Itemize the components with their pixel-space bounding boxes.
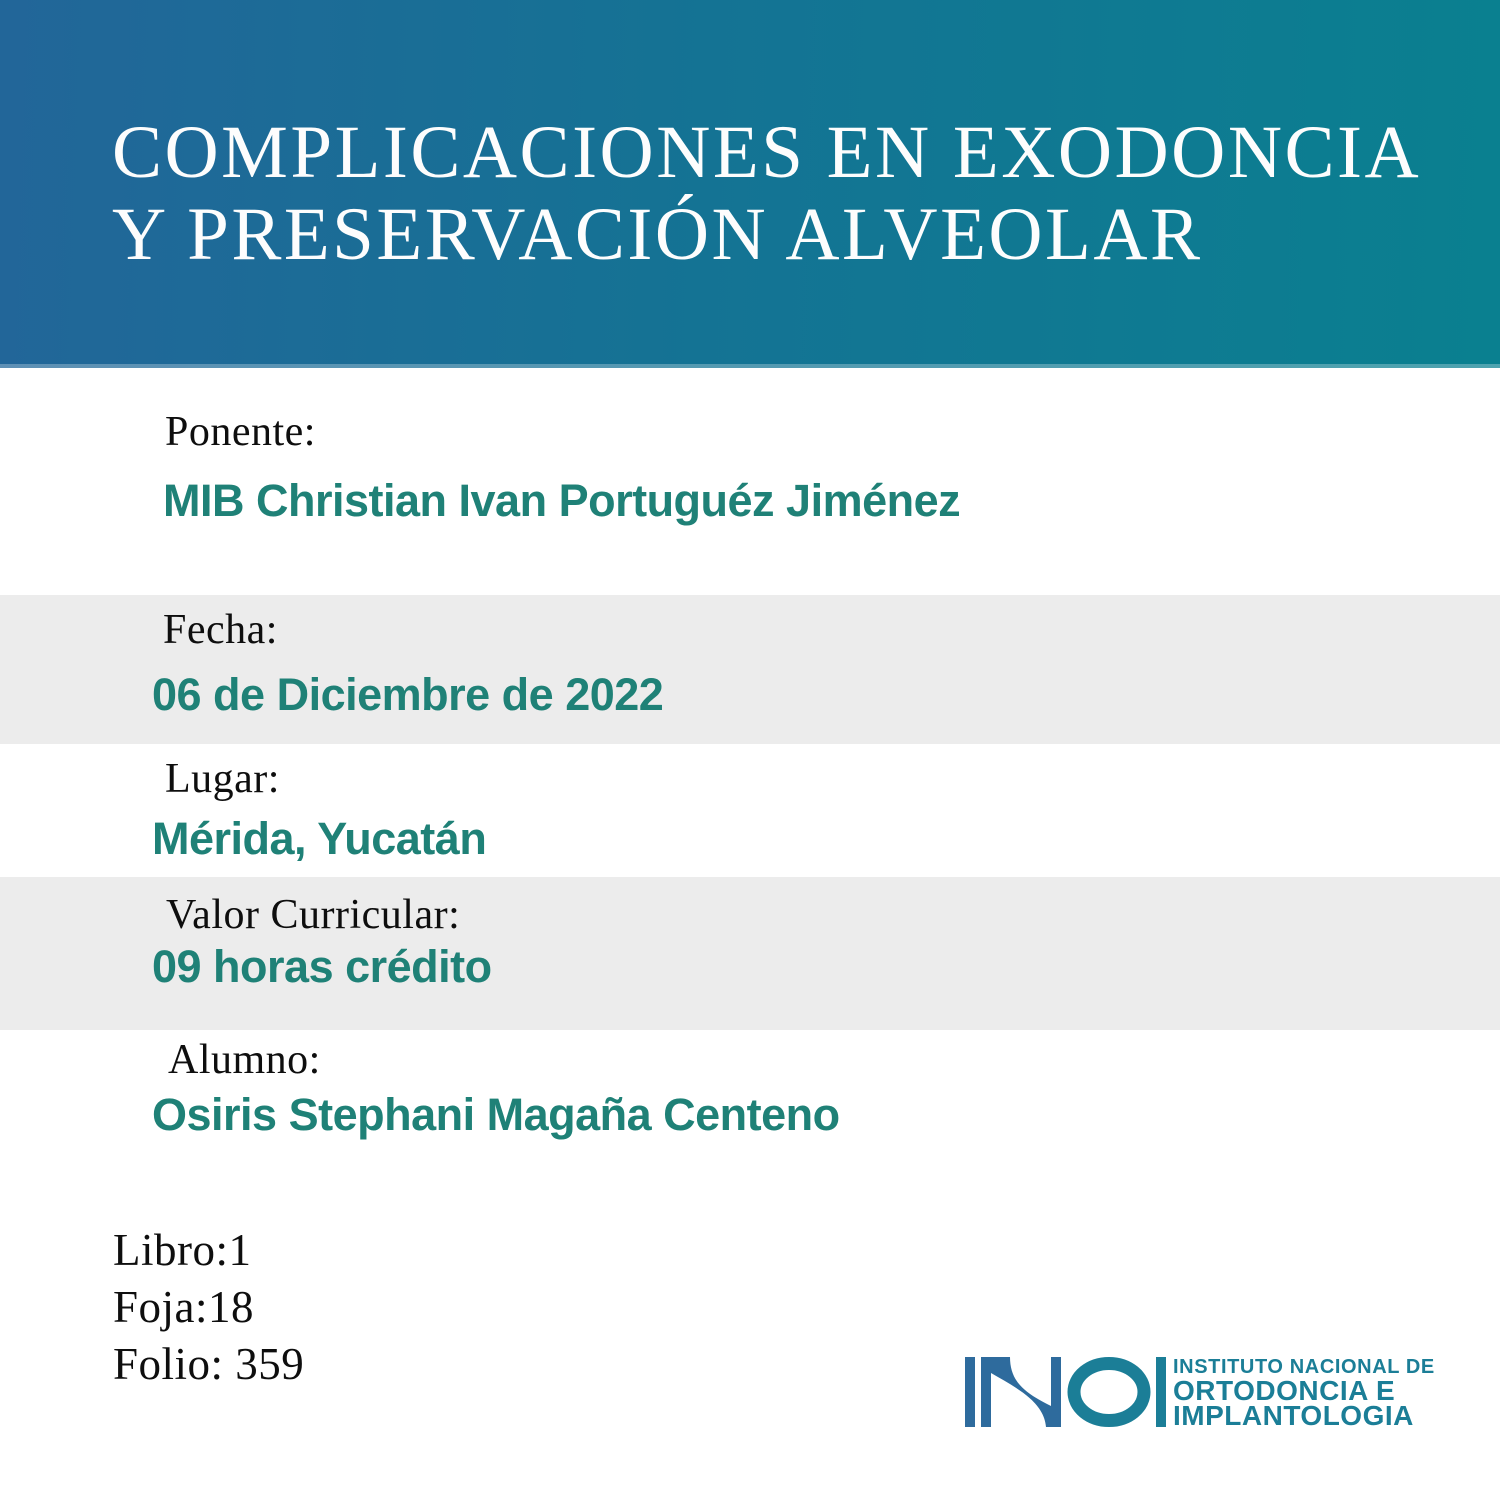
libro-line: Libro:1: [113, 1225, 252, 1275]
lugar-label: Lugar:: [165, 756, 280, 802]
highlight-band-valor-curricular: [0, 877, 1500, 1030]
logo-line-3: IMPLANTOLOGIA: [1173, 1400, 1414, 1431]
lugar-value: Mérida, Yucatán: [152, 813, 487, 864]
foja-line: Foja:18: [113, 1282, 255, 1332]
ponente-label: Ponente:: [165, 409, 316, 455]
logo-line-2: ORTODONCIA E: [1173, 1375, 1396, 1406]
valor-curricular-label: Valor Curricular:: [166, 892, 461, 938]
inoi-logo: INSTITUTO NACIONAL DE ORTODONCIA E IMPLA…: [965, 1356, 1435, 1431]
inoi-logo-mark: [965, 1357, 1166, 1427]
course-title-line-1: COMPLICACIONES EN EXODONCIA: [112, 111, 1422, 194]
logo-letter-o: [1067, 1357, 1151, 1427]
fecha-value: 06 de Diciembre de 2022: [152, 669, 664, 720]
logo-letter-i2: [1156, 1357, 1166, 1427]
logo-line-1: INSTITUTO NACIONAL DE: [1173, 1356, 1435, 1378]
valor-curricular-value: 09 horas crédito: [152, 941, 492, 992]
folio-line: Folio: 359: [113, 1339, 305, 1389]
inoi-logo-text: INSTITUTO NACIONAL DE ORTODONCIA E IMPLA…: [1173, 1356, 1435, 1431]
alumno-value: Osiris Stephani Magaña Centeno: [152, 1089, 840, 1140]
logo-letter-i1: [965, 1357, 975, 1427]
course-title: COMPLICACIONES EN EXODONCIA Y PRESERVACI…: [112, 112, 1421, 276]
alumno-label: Alumno:: [168, 1037, 321, 1083]
header-band: COMPLICACIONES EN EXODONCIA Y PRESERVACI…: [0, 0, 1500, 368]
registry-block: Libro:1 Foja:18 Folio: 359: [113, 1222, 304, 1393]
logo-letter-n: [981, 1357, 1061, 1427]
highlight-band-fecha: [0, 595, 1500, 744]
course-title-line-2: Y PRESERVACIÓN ALVEOLAR: [112, 193, 1203, 276]
ponente-value: MIB Christian Ivan Portuguéz Jiménez: [163, 475, 961, 526]
fecha-label: Fecha:: [163, 607, 278, 653]
